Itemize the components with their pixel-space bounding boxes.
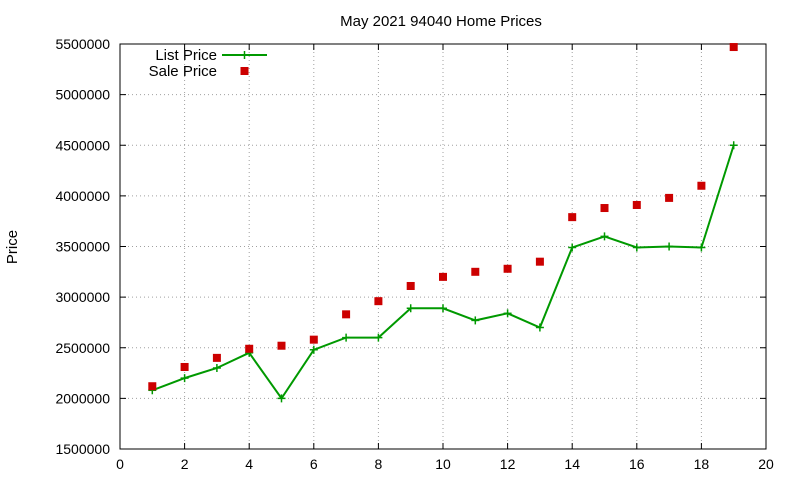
y-tick-label: 5000000 — [55, 87, 110, 103]
x-tick-label: 16 — [629, 456, 645, 472]
y-tick-label: 1500000 — [55, 441, 110, 457]
y-tick-label: 4000000 — [55, 188, 110, 204]
y-tick-label: 4500000 — [55, 137, 110, 153]
list-price-point — [471, 316, 480, 325]
list-price-point — [342, 333, 351, 342]
x-tick-label: 14 — [564, 456, 580, 472]
sale-price-point — [180, 362, 189, 371]
list-price-point — [697, 243, 706, 252]
sale-price-point — [600, 204, 609, 213]
list-price-point — [180, 374, 189, 383]
x-tick-label: 8 — [375, 456, 383, 472]
x-tick-label: 6 — [310, 456, 318, 472]
y-tick-label: 3000000 — [55, 289, 110, 305]
x-tick-label: 10 — [435, 456, 451, 472]
x-tick-label: 4 — [245, 456, 253, 472]
list-price-point — [729, 141, 738, 150]
sale-price-point — [212, 353, 221, 362]
sale-price-point — [697, 181, 706, 190]
y-tick-label: 2000000 — [55, 390, 110, 406]
list-price-point — [600, 232, 609, 241]
y-tick-label: 3500000 — [55, 239, 110, 255]
list-price-point — [277, 394, 286, 403]
sale-price-point — [406, 281, 415, 290]
x-tick-label: 12 — [500, 456, 516, 472]
y-tick-label: 5500000 — [55, 36, 110, 52]
sale-price-point — [374, 297, 383, 306]
x-tick-label: 2 — [181, 456, 189, 472]
x-tick-label: 18 — [694, 456, 710, 472]
list-price-point — [632, 243, 641, 252]
sale-price-point — [729, 43, 738, 52]
sale-price-point — [568, 213, 577, 222]
list-price-point — [212, 364, 221, 372]
series — [148, 43, 738, 403]
chart-title: May 2021 94040 Home Prices — [340, 13, 542, 30]
list-price-point — [309, 345, 318, 354]
axes: 0 2 4 6 8 10 12 14 16 18 20 1500000 2000000 2500000 30… — [55, 36, 774, 472]
sale-price-point — [471, 267, 480, 276]
legend-label: Sale Price — [149, 63, 217, 80]
sale-price-point — [503, 264, 512, 273]
sale-price-point — [309, 335, 318, 344]
x-tick-label: 20 — [758, 456, 774, 472]
list-price-point — [439, 304, 447, 313]
list-price-point — [503, 309, 512, 318]
y-tick-label: 2500000 — [55, 340, 110, 356]
sale-price-point — [632, 200, 641, 209]
list-price-point — [240, 51, 249, 59]
sale-price-point — [342, 310, 351, 319]
sale-price-point — [277, 341, 286, 350]
list-price-point — [535, 323, 544, 332]
legend-label: List Price — [155, 47, 217, 64]
list-price-point — [406, 304, 415, 313]
sale-price-point — [535, 257, 544, 266]
list-price-point — [568, 243, 577, 252]
list-price-point — [665, 242, 674, 251]
sale-price-point — [439, 272, 447, 281]
x-tick-label: 0 — [116, 456, 124, 472]
sale-price-point — [148, 382, 157, 391]
list-price-point — [374, 333, 383, 342]
sale-price-point — [245, 344, 254, 353]
y-axis-label: Price — [4, 230, 21, 264]
legend-square-sample — [240, 67, 249, 75]
sale-price-point — [665, 193, 674, 202]
